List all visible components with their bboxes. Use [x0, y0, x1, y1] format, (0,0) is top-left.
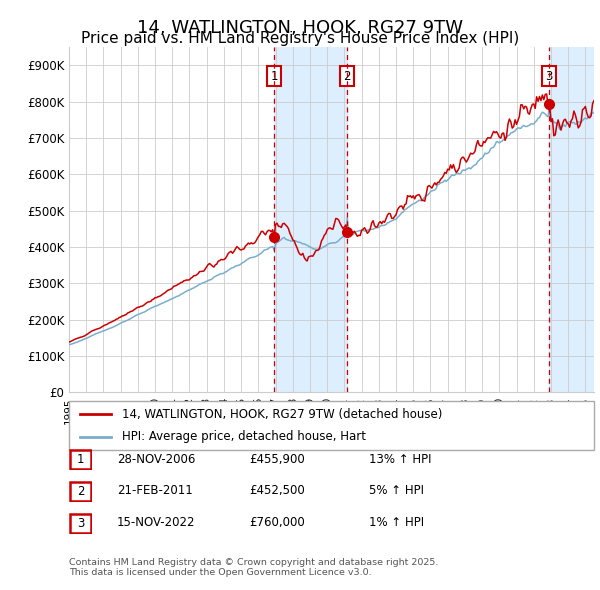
Text: HPI: Average price, detached house, Hart: HPI: Average price, detached house, Hart	[121, 430, 365, 443]
Text: 3: 3	[545, 70, 553, 83]
Text: 14, WATLINGTON, HOOK, RG27 9TW: 14, WATLINGTON, HOOK, RG27 9TW	[137, 19, 463, 37]
Text: £455,900: £455,900	[249, 453, 305, 466]
Text: 21-FEB-2011: 21-FEB-2011	[117, 484, 193, 497]
Text: Contains HM Land Registry data © Crown copyright and database right 2025.
This d: Contains HM Land Registry data © Crown c…	[69, 558, 439, 577]
Text: 3: 3	[77, 517, 84, 530]
Text: £760,000: £760,000	[249, 516, 305, 529]
FancyBboxPatch shape	[69, 401, 594, 450]
FancyBboxPatch shape	[70, 514, 91, 533]
Text: 14, WATLINGTON, HOOK, RG27 9TW (detached house): 14, WATLINGTON, HOOK, RG27 9TW (detached…	[121, 408, 442, 421]
Text: 1% ↑ HPI: 1% ↑ HPI	[369, 516, 424, 529]
Bar	[549, 47, 594, 392]
Bar	[274, 47, 347, 392]
Text: 2: 2	[77, 485, 84, 498]
Text: 28-NOV-2006: 28-NOV-2006	[117, 453, 196, 466]
Text: 15-NOV-2022: 15-NOV-2022	[117, 516, 196, 529]
Text: £452,500: £452,500	[249, 484, 305, 497]
FancyBboxPatch shape	[70, 482, 91, 501]
Text: 13% ↑ HPI: 13% ↑ HPI	[369, 453, 431, 466]
Text: 2: 2	[343, 70, 350, 83]
Text: 1: 1	[77, 453, 84, 466]
Text: 1: 1	[270, 70, 278, 83]
Text: 5% ↑ HPI: 5% ↑ HPI	[369, 484, 424, 497]
Text: Price paid vs. HM Land Registry's House Price Index (HPI): Price paid vs. HM Land Registry's House …	[81, 31, 519, 45]
FancyBboxPatch shape	[70, 450, 91, 469]
